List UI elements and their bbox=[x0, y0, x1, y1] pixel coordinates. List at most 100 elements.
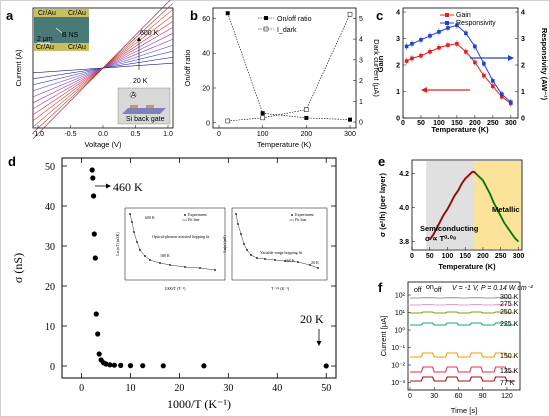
panel-label-e: e bbox=[378, 154, 385, 169]
x-tick-label: 100 bbox=[257, 131, 269, 138]
series-point bbox=[482, 61, 486, 66]
series-point bbox=[437, 45, 441, 50]
panel-label-b: b bbox=[190, 8, 198, 23]
y-tick-label: 3 bbox=[396, 36, 400, 43]
panel-b-y2label: Dark current (μA) bbox=[372, 39, 381, 97]
inset1-legend-exp: Experiment bbox=[188, 212, 208, 217]
data-point bbox=[90, 175, 96, 181]
data-point bbox=[103, 361, 109, 367]
y2-tick-label: 4 bbox=[521, 10, 525, 17]
idark-line bbox=[227, 14, 351, 122]
annotation-460k: 460 K bbox=[113, 180, 143, 194]
x-tick-label: 120 bbox=[501, 393, 513, 400]
inset1-point bbox=[144, 255, 146, 257]
x-tick-label: 200 bbox=[300, 131, 312, 138]
data-point bbox=[160, 363, 166, 369]
current-trace bbox=[410, 366, 515, 373]
series-point bbox=[446, 43, 450, 47]
inset2-point bbox=[256, 257, 258, 259]
panel-a-iv-curves bbox=[32, 0, 174, 140]
y-tick-label: 10⁻² bbox=[391, 363, 405, 370]
series-point bbox=[455, 42, 459, 46]
inset2-point bbox=[317, 267, 319, 269]
y-tick-label: 4 bbox=[396, 10, 400, 17]
data-point bbox=[90, 193, 97, 199]
x-tick-label: 150 bbox=[459, 253, 471, 260]
inset2-point bbox=[284, 260, 286, 262]
onoff-line bbox=[227, 13, 351, 120]
series-point bbox=[446, 26, 450, 30]
panel-f-off-2: off bbox=[434, 287, 442, 294]
y-tick-label: 10⁰ bbox=[394, 327, 405, 335]
idark-point bbox=[225, 118, 230, 124]
panel-f-on: on bbox=[426, 284, 434, 291]
y-tick-label: 1 bbox=[396, 89, 400, 96]
panel-d-ylabel: σ (nS) bbox=[11, 253, 25, 283]
inset2-legend-exp: Experiment bbox=[295, 212, 315, 217]
panel-b-ylabel: On/off ratio bbox=[183, 50, 192, 87]
series-point bbox=[428, 49, 432, 54]
y-tick-label: 0 bbox=[396, 116, 400, 123]
inset1-point bbox=[133, 231, 135, 233]
panel-c-xlabel: Temperature (K) bbox=[431, 125, 489, 134]
series-point bbox=[491, 79, 495, 83]
panel-f-ylabel: Current [μA] bbox=[379, 316, 388, 357]
panel-c-legend: Gain Responsivity bbox=[440, 12, 496, 27]
y-tick-label: 20 bbox=[45, 282, 55, 293]
x-tick-label: 0.5 bbox=[131, 131, 141, 138]
y-tick-label: 2 bbox=[396, 63, 400, 70]
panel-c-frame bbox=[402, 7, 519, 119]
inset-label-cr-au-4: Cr/Au bbox=[68, 44, 86, 51]
inset2-point bbox=[235, 213, 237, 215]
panel-a-ylabel: Current (A) bbox=[14, 49, 23, 87]
panel-f-xlabel: Time [s] bbox=[451, 406, 477, 415]
legend-responsivity: Responsivity bbox=[456, 20, 496, 27]
inset2-point bbox=[297, 261, 299, 263]
series-point bbox=[437, 30, 441, 34]
y-tick-label: 0 bbox=[50, 362, 55, 373]
inset2-point bbox=[250, 254, 252, 256]
inset1-point bbox=[139, 249, 141, 251]
panel-d-xlabel: 1000/T (K⁻¹) bbox=[167, 397, 231, 411]
data-point bbox=[96, 351, 102, 357]
inset1-point bbox=[169, 264, 171, 266]
series-point bbox=[473, 60, 477, 65]
inset2-label-160k: 160 K bbox=[285, 258, 295, 263]
inset2-point bbox=[246, 249, 248, 251]
metallic-region bbox=[474, 161, 522, 249]
inset1-fit-line bbox=[129, 213, 216, 271]
inset1-point bbox=[129, 213, 131, 215]
data-point bbox=[323, 363, 329, 369]
x-tick-label: 150 bbox=[451, 120, 463, 127]
trace-label: 125 K bbox=[500, 368, 519, 375]
inset1-point bbox=[136, 241, 138, 243]
y-tick-label: 10 bbox=[45, 322, 55, 333]
inset2-ylabel: Ln(σ) (nS) bbox=[222, 235, 227, 253]
series-point bbox=[464, 31, 468, 35]
y-tick-label: 10¹ bbox=[395, 310, 406, 317]
y-tick-label: 60 bbox=[202, 16, 210, 23]
inset1-label-180k: 180 K bbox=[160, 253, 170, 258]
y-tick-label: 10² bbox=[395, 293, 406, 300]
data-point bbox=[118, 362, 124, 368]
series-point bbox=[473, 44, 477, 49]
y2-tick-label: 5 bbox=[359, 16, 363, 23]
scale-bar-label: 2 μm bbox=[37, 36, 53, 43]
data-point bbox=[140, 363, 146, 369]
x-tick-label: 1.0 bbox=[163, 131, 173, 138]
x-tick-label: 50 bbox=[417, 120, 425, 127]
x-tick-label: 0 bbox=[217, 131, 221, 138]
x-tick-label: 20 bbox=[174, 383, 184, 394]
inset2-legend-fit: Fit line bbox=[295, 217, 307, 222]
inset-label-cr-au-2: Cr/Au bbox=[68, 10, 86, 17]
schematic-label: Si back gate bbox=[126, 116, 165, 123]
device-schematic bbox=[117, 87, 171, 125]
inset2-point bbox=[264, 258, 266, 260]
x-tick-label: 300 bbox=[513, 253, 525, 260]
x-tick-label: 60 bbox=[455, 393, 463, 400]
inset2-point bbox=[309, 264, 311, 266]
panel-f-plot: 0 30 60 90 120 10² 10¹ 10⁰ 10⁻¹ 10⁻² 10⁻³ 300 K275 … bbox=[391, 293, 518, 401]
panel-b-frame bbox=[212, 7, 357, 129]
current-trace bbox=[410, 352, 515, 358]
